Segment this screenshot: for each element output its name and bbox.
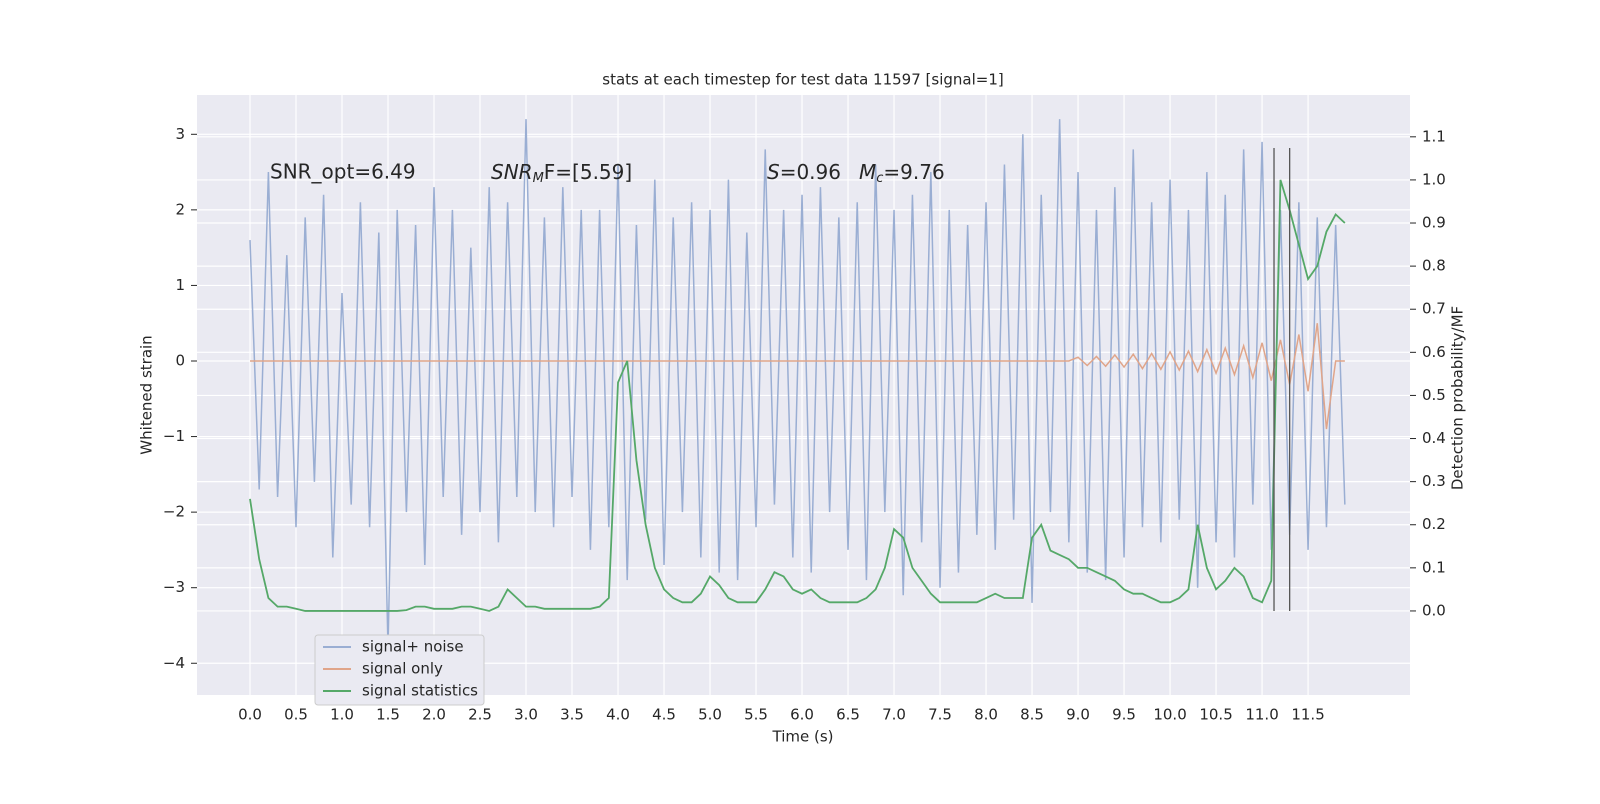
x-tick-label: 10.5: [1199, 706, 1232, 724]
y2-axis-label: Detection probability/MF: [1449, 306, 1467, 490]
y2-tick-label: 0.9: [1422, 214, 1446, 232]
series-line: [249, 179, 1346, 612]
annotation: SNR_opt=6.49: [270, 160, 416, 184]
x-tick-label: 9.5: [1112, 706, 1136, 724]
x-tick-label: 8.5: [1020, 706, 1044, 724]
x-tick-label: 1.0: [330, 706, 354, 724]
legend-box: [314, 634, 485, 706]
y2-tick-label: 0.7: [1422, 300, 1446, 318]
annotation-part: M: [533, 171, 544, 186]
y2-tick-label: 1.0: [1422, 170, 1446, 188]
y2-tick-label: 0.3: [1422, 472, 1446, 490]
x-tick-label: 4.0: [606, 706, 630, 724]
y2-tick-label: 0.6: [1422, 343, 1446, 361]
x-tick-label: 3.5: [560, 706, 584, 724]
series-line: [249, 119, 1346, 649]
annotation-part: M: [859, 160, 876, 184]
x-tick-label: 11.0: [1245, 706, 1278, 724]
y2-tick-label: 0.5: [1422, 386, 1446, 404]
y-tick-label: 1: [175, 276, 185, 294]
x-tick-label: 7.0: [882, 706, 906, 724]
annotation-part: S: [767, 160, 780, 184]
y2-tick-label: 1.1: [1422, 127, 1446, 145]
y2-tick-label: 0.2: [1422, 515, 1446, 533]
annotation-part: =9.76: [883, 160, 944, 184]
x-tick-label: 4.5: [652, 706, 676, 724]
x-tick-label: 1.5: [376, 706, 400, 724]
y-tick-label: 2: [175, 200, 185, 218]
annotation: S=0.96: [767, 160, 841, 184]
annotation-part: c: [876, 171, 883, 186]
x-tick-label: 2.5: [468, 706, 492, 724]
y-tick-label: −1: [163, 427, 185, 445]
x-axis-label: Time (s): [772, 728, 834, 746]
x-tick-label: 11.5: [1291, 706, 1324, 724]
annotation: Mc=9.76: [859, 160, 945, 186]
y-tick-label: 3: [175, 125, 185, 143]
y-tick-label: 0: [175, 351, 185, 369]
x-tick-label: 6.5: [836, 706, 860, 724]
y-axis-label: Whitened strain: [138, 335, 156, 454]
y2-tick-label: 0.8: [1422, 257, 1446, 275]
y-tick-label: −4: [163, 654, 185, 672]
annotation-part: SNR: [491, 160, 533, 184]
x-tick-label: 7.5: [928, 706, 952, 724]
x-tick-label: 6.0: [790, 706, 814, 724]
x-tick-label: 3.0: [514, 706, 538, 724]
y2-tick-label: 0.4: [1422, 429, 1446, 447]
legend-label: signal only: [362, 660, 443, 678]
x-tick-label: 5.5: [744, 706, 768, 724]
x-tick-label: 0.0: [238, 706, 262, 724]
x-tick-label: 9.0: [1066, 706, 1090, 724]
y-tick-label: −3: [163, 578, 185, 596]
x-tick-label: 2.0: [422, 706, 446, 724]
chart-title: stats at each timestep for test data 115…: [602, 71, 1003, 89]
y2-tick-label: 0.0: [1422, 601, 1446, 619]
annotation-part: F=[5.59]: [544, 160, 632, 184]
x-tick-label: 8.0: [974, 706, 998, 724]
legend-label: signal statistics: [362, 682, 478, 700]
y2-tick-label: 0.1: [1422, 558, 1446, 576]
annotation: SNRMF=[5.59]: [491, 160, 632, 186]
series-line: [250, 323, 1345, 430]
legend-label: signal+ noise: [362, 638, 464, 656]
y-tick-label: −2: [163, 503, 185, 521]
x-tick-label: 0.5: [284, 706, 308, 724]
x-tick-label: 10.0: [1153, 706, 1186, 724]
x-tick-label: 5.0: [698, 706, 722, 724]
annotation-part: =0.96: [780, 160, 841, 184]
